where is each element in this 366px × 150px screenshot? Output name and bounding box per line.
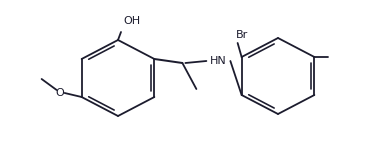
Text: Br: Br (236, 30, 248, 40)
Text: OH: OH (123, 16, 140, 26)
Text: HN: HN (210, 56, 227, 66)
Text: O: O (55, 88, 64, 98)
